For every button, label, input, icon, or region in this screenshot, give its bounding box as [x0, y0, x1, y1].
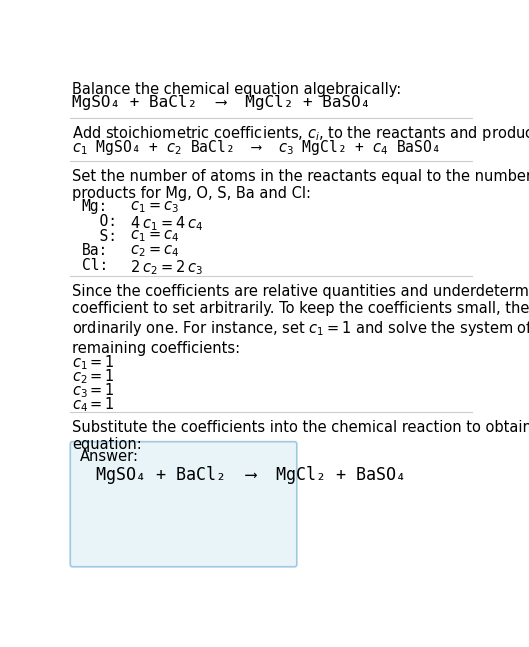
Text: Mg:: Mg:	[81, 199, 108, 214]
Text: Ba:: Ba:	[81, 243, 108, 258]
Text: $2\,c_2 = 2\,c_3$: $2\,c_2 = 2\,c_3$	[122, 258, 203, 276]
Text: $c_1 = c_4$: $c_1 = c_4$	[122, 228, 180, 245]
Text: Add stoichiometric coefficients, $c_i$, to the reactants and products:: Add stoichiometric coefficients, $c_i$, …	[72, 124, 529, 143]
Text: O:: O:	[81, 214, 116, 229]
Text: S:: S:	[81, 228, 116, 243]
Text: Cl:: Cl:	[81, 258, 108, 273]
Text: MgSO₄ + BaCl₂  ⟶  MgCl₂ + BaSO₄: MgSO₄ + BaCl₂ ⟶ MgCl₂ + BaSO₄	[72, 95, 371, 111]
Text: Set the number of atoms in the reactants equal to the number of atoms in the
pro: Set the number of atoms in the reactants…	[72, 168, 529, 201]
Text: $c_2 = c_4$: $c_2 = c_4$	[122, 243, 180, 259]
Text: $4\,c_1 = 4\,c_4$: $4\,c_1 = 4\,c_4$	[122, 214, 203, 233]
Text: $c_1$ MgSO₄ + $c_2$ BaCl₂  ⟶  $c_3$ MgCl₂ + $c_4$ BaSO₄: $c_1$ MgSO₄ + $c_2$ BaCl₂ ⟶ $c_3$ MgCl₂ …	[72, 138, 440, 157]
Text: $c_3 = 1$: $c_3 = 1$	[72, 381, 115, 400]
Text: $c_1 = c_3$: $c_1 = c_3$	[122, 199, 179, 215]
Text: $c_4 = 1$: $c_4 = 1$	[72, 395, 115, 413]
Text: Balance the chemical equation algebraically:: Balance the chemical equation algebraica…	[72, 82, 402, 97]
Text: $c_2 = 1$: $c_2 = 1$	[72, 367, 115, 386]
Text: $c_1 = 1$: $c_1 = 1$	[72, 353, 115, 372]
Text: Answer:: Answer:	[80, 449, 139, 464]
Text: MgSO₄ + BaCl₂  ⟶  MgCl₂ + BaSO₄: MgSO₄ + BaCl₂ ⟶ MgCl₂ + BaSO₄	[96, 466, 406, 485]
Text: Since the coefficients are relative quantities and underdetermined, choose a
coe: Since the coefficients are relative quan…	[72, 284, 529, 356]
FancyBboxPatch shape	[70, 442, 297, 567]
Text: Substitute the coefficients into the chemical reaction to obtain the balanced
eq: Substitute the coefficients into the che…	[72, 419, 529, 452]
